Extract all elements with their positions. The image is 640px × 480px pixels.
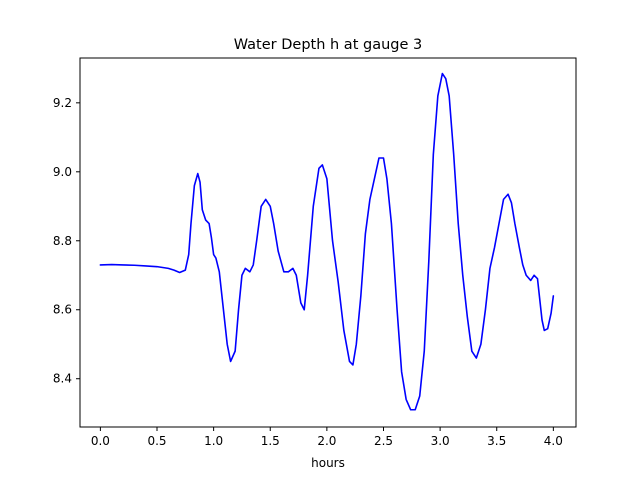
x-tick-label: 1.0 [204,434,223,448]
chart-title: Water Depth h at gauge 3 [234,37,422,53]
plot-area [99,72,555,411]
y-tick-label: 9.0 [53,165,72,179]
x-axis-ticks: 0.0 0.5 1.0 1.5 2.0 2.5 3.0 3.5 4.0 [91,427,563,448]
x-tick-label: 2.5 [374,434,393,448]
x-tick-label: 2.0 [317,434,336,448]
y-tick-label: 8.6 [53,303,72,317]
x-axis-label: hours [311,456,345,470]
x-tick-label: 4.0 [544,434,563,448]
x-tick-label: 0.5 [147,434,166,448]
x-tick-label: 1.5 [261,434,280,448]
plot-frame [79,57,577,428]
y-tick-label: 9.2 [53,96,72,110]
y-tick-label: 8.8 [53,234,72,248]
x-tick-label: 0.0 [91,434,110,448]
y-axis-ticks: 8.4 8.6 8.8 9.0 9.2 [53,96,80,386]
y-tick-label: 8.4 [53,372,72,386]
series-line-0 [99,72,555,411]
x-tick-label: 3.0 [431,434,450,448]
x-tick-label: 3.5 [487,434,506,448]
